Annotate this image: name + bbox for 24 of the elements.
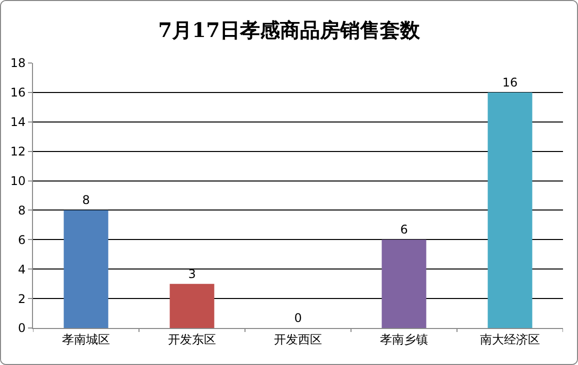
y-tick-label: 10	[10, 174, 26, 188]
x-tick-label: 孝南乡镇	[380, 332, 428, 346]
y-tick-label: 2	[18, 292, 26, 306]
chart-title: 7月17日孝感商品房销售套数	[158, 18, 421, 42]
bar	[170, 284, 214, 328]
y-tick-label: 14	[10, 115, 26, 130]
data-label: 16	[502, 75, 518, 90]
bar	[64, 210, 108, 328]
y-tick-label: 6	[18, 232, 26, 247]
y-tick-label: 18	[10, 56, 26, 70]
y-tick-label: 0	[18, 321, 26, 336]
x-tick-label: 开发西区	[274, 332, 322, 346]
y-tick-label: 4	[18, 262, 26, 276]
x-tick-label: 孝南城区	[62, 332, 110, 346]
y-tick-label: 16	[10, 86, 26, 100]
data-label: 0	[294, 311, 302, 325]
y-tick-label: 12	[10, 144, 26, 159]
data-label: 6	[400, 222, 408, 237]
x-tick-label: 开发东区	[168, 332, 216, 346]
bar	[382, 240, 426, 328]
x-tick-label: 南大经济区	[480, 332, 540, 346]
data-label: 8	[82, 193, 90, 208]
bar	[488, 92, 532, 328]
y-tick-label: 8	[18, 203, 26, 218]
